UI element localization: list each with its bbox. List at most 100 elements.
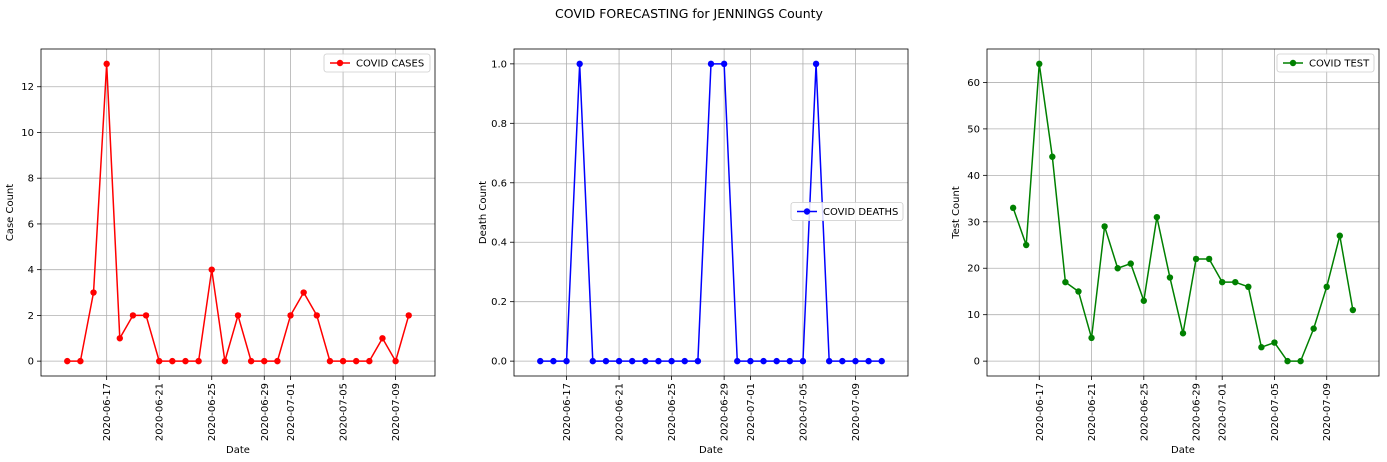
data-point (681, 357, 688, 365)
x-tick-label: 2020-06-21 (1087, 383, 1098, 441)
x-tick-label: 2020-06-17 (1035, 383, 1046, 441)
y-tick-label: 30 (967, 217, 980, 228)
data-point (1009, 204, 1017, 212)
data-point (195, 357, 202, 365)
x-tick-label: 2020-07-05 (1270, 383, 1281, 441)
data-point (313, 312, 320, 319)
gridlines (987, 49, 1379, 376)
series-deaths (537, 60, 885, 365)
data-point (720, 60, 728, 68)
y-tick-label: 2 (28, 311, 34, 322)
data-point (839, 357, 846, 365)
x-tick-label: 2020-07-09 (1322, 383, 1333, 441)
data-point (615, 357, 623, 365)
y-tick-label: 0.8 (491, 119, 507, 130)
y-tick-label: 60 (967, 78, 980, 89)
y-axis-label: Case Count (5, 184, 16, 241)
data-point (1192, 255, 1200, 263)
data-point (694, 357, 702, 365)
y-tick-label: 10 (21, 128, 34, 139)
subplot-deaths: 2020-06-17 2020-06-21 2020-06-25 2020-06-29… (478, 48, 909, 456)
data-point (1022, 241, 1030, 249)
data-point (392, 357, 399, 365)
legend-label: COVID TEST (1309, 59, 1370, 70)
subplots: 2020-06-17 2020-06-21 2020-06-25 2020-06-29… (5, 48, 1380, 456)
data-point (169, 357, 176, 365)
subplot-cases: 2020-06-17 2020-06-21 2020-06-25 2020-06-29… (5, 48, 436, 456)
data-point (1127, 260, 1134, 267)
y-tick-label: 12 (21, 82, 34, 93)
data-point (629, 357, 636, 365)
data-point (1140, 297, 1148, 304)
y-axis-label: Death Count (478, 181, 489, 244)
x-tick-label: 2020-07-09 (851, 383, 862, 441)
data-point (274, 357, 281, 365)
x-tick-label: 2020-06-29 (260, 383, 271, 441)
series-cases (64, 60, 412, 365)
data-point (1179, 330, 1187, 337)
x-ticks: 2020-06-17 2020-06-21 2020-06-25 2020-06-29… (1035, 376, 1333, 441)
data-point (1205, 255, 1213, 263)
data-point (734, 357, 741, 365)
legend-box (323, 53, 431, 73)
data-point (602, 357, 610, 365)
data-point (116, 335, 124, 342)
data-point (339, 357, 347, 365)
data-point (1336, 232, 1344, 239)
series-tests (1009, 60, 1357, 365)
y-tick-label: 0 (974, 357, 980, 368)
data-point (1271, 339, 1278, 346)
data-point (287, 312, 294, 319)
data-point (668, 357, 675, 365)
data-point (576, 60, 583, 68)
y-tick-label: 0.4 (491, 238, 507, 249)
data-point (405, 312, 412, 319)
data-point (826, 357, 833, 365)
data-point (366, 357, 373, 365)
subplot-tests: 2020-06-17 2020-06-21 2020-06-25 2020-06-29… (951, 48, 1380, 456)
legend-marker (803, 208, 811, 215)
x-tick-label: 2020-07-01 (746, 383, 757, 441)
y-ticks: 0.0 0.2 0.4 0.6 0.8 1.0 (491, 59, 514, 368)
data-point (812, 60, 820, 68)
x-tick-label: 2020-07-05 (339, 383, 350, 441)
data-point (379, 335, 386, 342)
x-axis-label: Date (226, 445, 250, 456)
data-point (129, 312, 137, 319)
axes-frame (986, 48, 1380, 377)
data-point (589, 357, 596, 365)
data-point (1323, 283, 1330, 291)
data-point (1114, 265, 1121, 272)
data-point (261, 357, 268, 365)
data-point (878, 357, 885, 365)
data-point (1062, 278, 1069, 286)
y-ticks: 0 10 20 30 40 50 60 (967, 78, 987, 368)
x-tick-label: 2020-06-25 (207, 383, 218, 441)
data-point (208, 266, 215, 273)
data-point (156, 357, 163, 365)
data-point (1310, 325, 1317, 332)
data-point (642, 357, 649, 365)
data-point (773, 357, 780, 365)
data-point (1153, 213, 1161, 221)
x-tick-label: 2020-06-29 (720, 383, 731, 441)
x-tick-label: 2020-06-25 (1139, 383, 1150, 441)
data-point (90, 289, 97, 296)
data-point (563, 357, 570, 365)
x-axis-label: Date (699, 445, 723, 456)
legend: COVID CASES (323, 53, 431, 73)
data-point (142, 312, 150, 319)
data-point (1049, 153, 1056, 160)
data-point (1297, 357, 1304, 365)
x-tick-label: 2020-06-25 (667, 383, 678, 441)
x-tick-label: 2020-06-29 (1192, 383, 1203, 441)
legend: COVID DEATHS (790, 202, 904, 221)
y-tick-label: 6 (28, 219, 34, 230)
legend-marker (1289, 59, 1297, 67)
y-tick-label: 1.0 (491, 59, 507, 70)
y-tick-label: 0 (28, 357, 34, 368)
data-point (865, 357, 872, 365)
data-point (760, 357, 767, 365)
data-point (655, 357, 662, 365)
data-point (1101, 223, 1108, 230)
